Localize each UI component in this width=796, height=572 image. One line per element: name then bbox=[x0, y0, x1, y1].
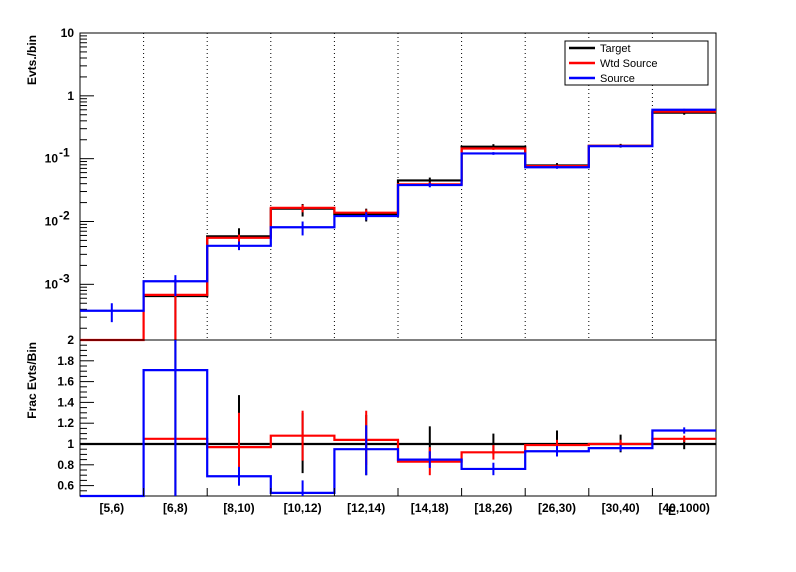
x-axis: [5,6) [6,8) [8,10) [10,12) [12,14) [14,18) [18… bbox=[79, 488, 717, 518]
top-series-source bbox=[80, 108, 716, 323]
top-ylabel: Evts./bin bbox=[25, 35, 39, 85]
bottom-ytick-label: 1 bbox=[67, 437, 74, 451]
xtick-label: [30,40) bbox=[602, 501, 640, 515]
top-step-line bbox=[143, 111, 716, 298]
legend-label: Wtd Source bbox=[600, 58, 657, 70]
bottom-panel: 0.6 0.8 1 1.2 1.4 1.6 1.8 2 Frac Evts/Bin bbox=[25, 333, 717, 498]
top-ytick-exponent: -2 bbox=[59, 208, 70, 222]
xtick-label: [26,30) bbox=[538, 501, 576, 515]
bottom-ytick-label: 0.8 bbox=[57, 458, 74, 472]
xtick-label: [14,18) bbox=[411, 501, 449, 515]
xtick-label: [8,10) bbox=[223, 501, 254, 515]
top-ytick-label: 10 bbox=[45, 277, 59, 291]
xtick-label: [5,6) bbox=[99, 501, 124, 515]
bottom-series-source bbox=[80, 340, 716, 498]
bottom-ytick-label: 0.6 bbox=[57, 479, 74, 493]
xtick-label: [18,26) bbox=[474, 501, 512, 515]
xtick-label: [40,1000) bbox=[659, 501, 710, 515]
top-ytick-label: 1 bbox=[67, 89, 74, 103]
top-ytick-exponent: -1 bbox=[59, 146, 70, 160]
legend-label: Target bbox=[600, 43, 631, 55]
bottom-step-line bbox=[80, 369, 716, 498]
bottom-ytick-label: 1.6 bbox=[57, 375, 74, 389]
xtick-label: [10,12) bbox=[284, 501, 322, 515]
top-step-line bbox=[80, 108, 716, 312]
xtick-label: [12,14) bbox=[347, 501, 385, 515]
bottom-ytick-label: 1.8 bbox=[57, 354, 74, 368]
legend: Target Wtd Source Source bbox=[564, 40, 709, 86]
top-ytick-label: 10 bbox=[45, 214, 59, 228]
legend-label: Source bbox=[600, 73, 635, 85]
bottom-ytick-label: 1.2 bbox=[57, 416, 74, 430]
bottom-ytick-label: 2 bbox=[67, 333, 74, 347]
xlabel: E bbox=[668, 504, 676, 518]
top-ytick-exponent: -3 bbox=[59, 271, 70, 285]
xtick-label: [6,8) bbox=[163, 501, 188, 515]
bottom-ytick-label: 1.4 bbox=[57, 395, 74, 409]
bottom-ylabel: Frac Evts/Bin bbox=[25, 342, 39, 419]
top-ytick-label: 10 bbox=[61, 26, 75, 40]
top-ytick-label: 10 bbox=[45, 152, 59, 166]
